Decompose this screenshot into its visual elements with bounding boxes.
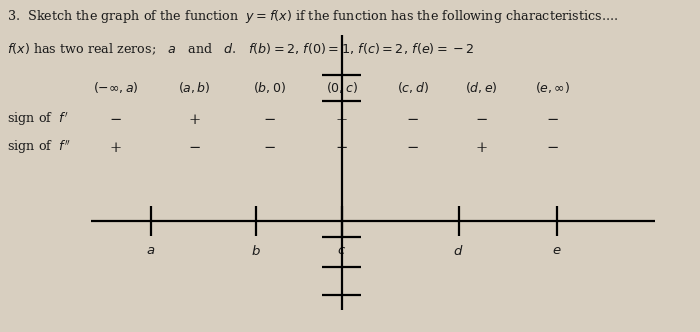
Text: $(b,0)$: $(b,0)$ [253,80,286,96]
Text: $b$: $b$ [251,244,260,258]
Text: $(c,d)$: $(c,d)$ [397,80,429,96]
Text: 3.  Sketch the graph of the function  $y = f\left(x\right)$ if the function has : 3. Sketch the graph of the function $y =… [7,8,618,25]
Text: $d$: $d$ [454,244,463,258]
Text: $f\left(x\right)$ has two real zeros;   $a$   and   $d$.   $f(b)=2,\, f(0)=1,\, : $f\left(x\right)$ has two real zeros; $a… [7,42,474,57]
Text: sign of  $f''$: sign of $f''$ [7,139,71,156]
Text: $c$: $c$ [337,244,346,257]
Text: $e$: $e$ [552,244,561,257]
Text: −: − [407,141,419,155]
Text: +: + [475,141,488,155]
Text: +: + [335,113,348,126]
Text: −: − [407,113,419,126]
Text: −: − [475,113,488,126]
Text: sign of  $f'$: sign of $f'$ [7,111,69,128]
Text: −: − [263,141,276,155]
Text: −: − [263,113,276,126]
Text: $(d,e)$: $(d,e)$ [466,80,498,96]
Text: $a$: $a$ [146,244,155,257]
Text: −: − [109,113,122,126]
Text: −: − [188,141,201,155]
Text: $(a,b)$: $(a,b)$ [178,80,211,96]
Text: $(0,c)$: $(0,c)$ [326,80,358,96]
Text: −: − [547,141,559,155]
Text: +: + [188,113,201,126]
Text: −: − [547,113,559,126]
Text: $(-\infty,a)$: $(-\infty,a)$ [92,80,139,96]
Text: +: + [109,141,122,155]
Text: $(e,\infty)$: $(e,\infty)$ [536,80,570,96]
Text: −: − [335,141,348,155]
